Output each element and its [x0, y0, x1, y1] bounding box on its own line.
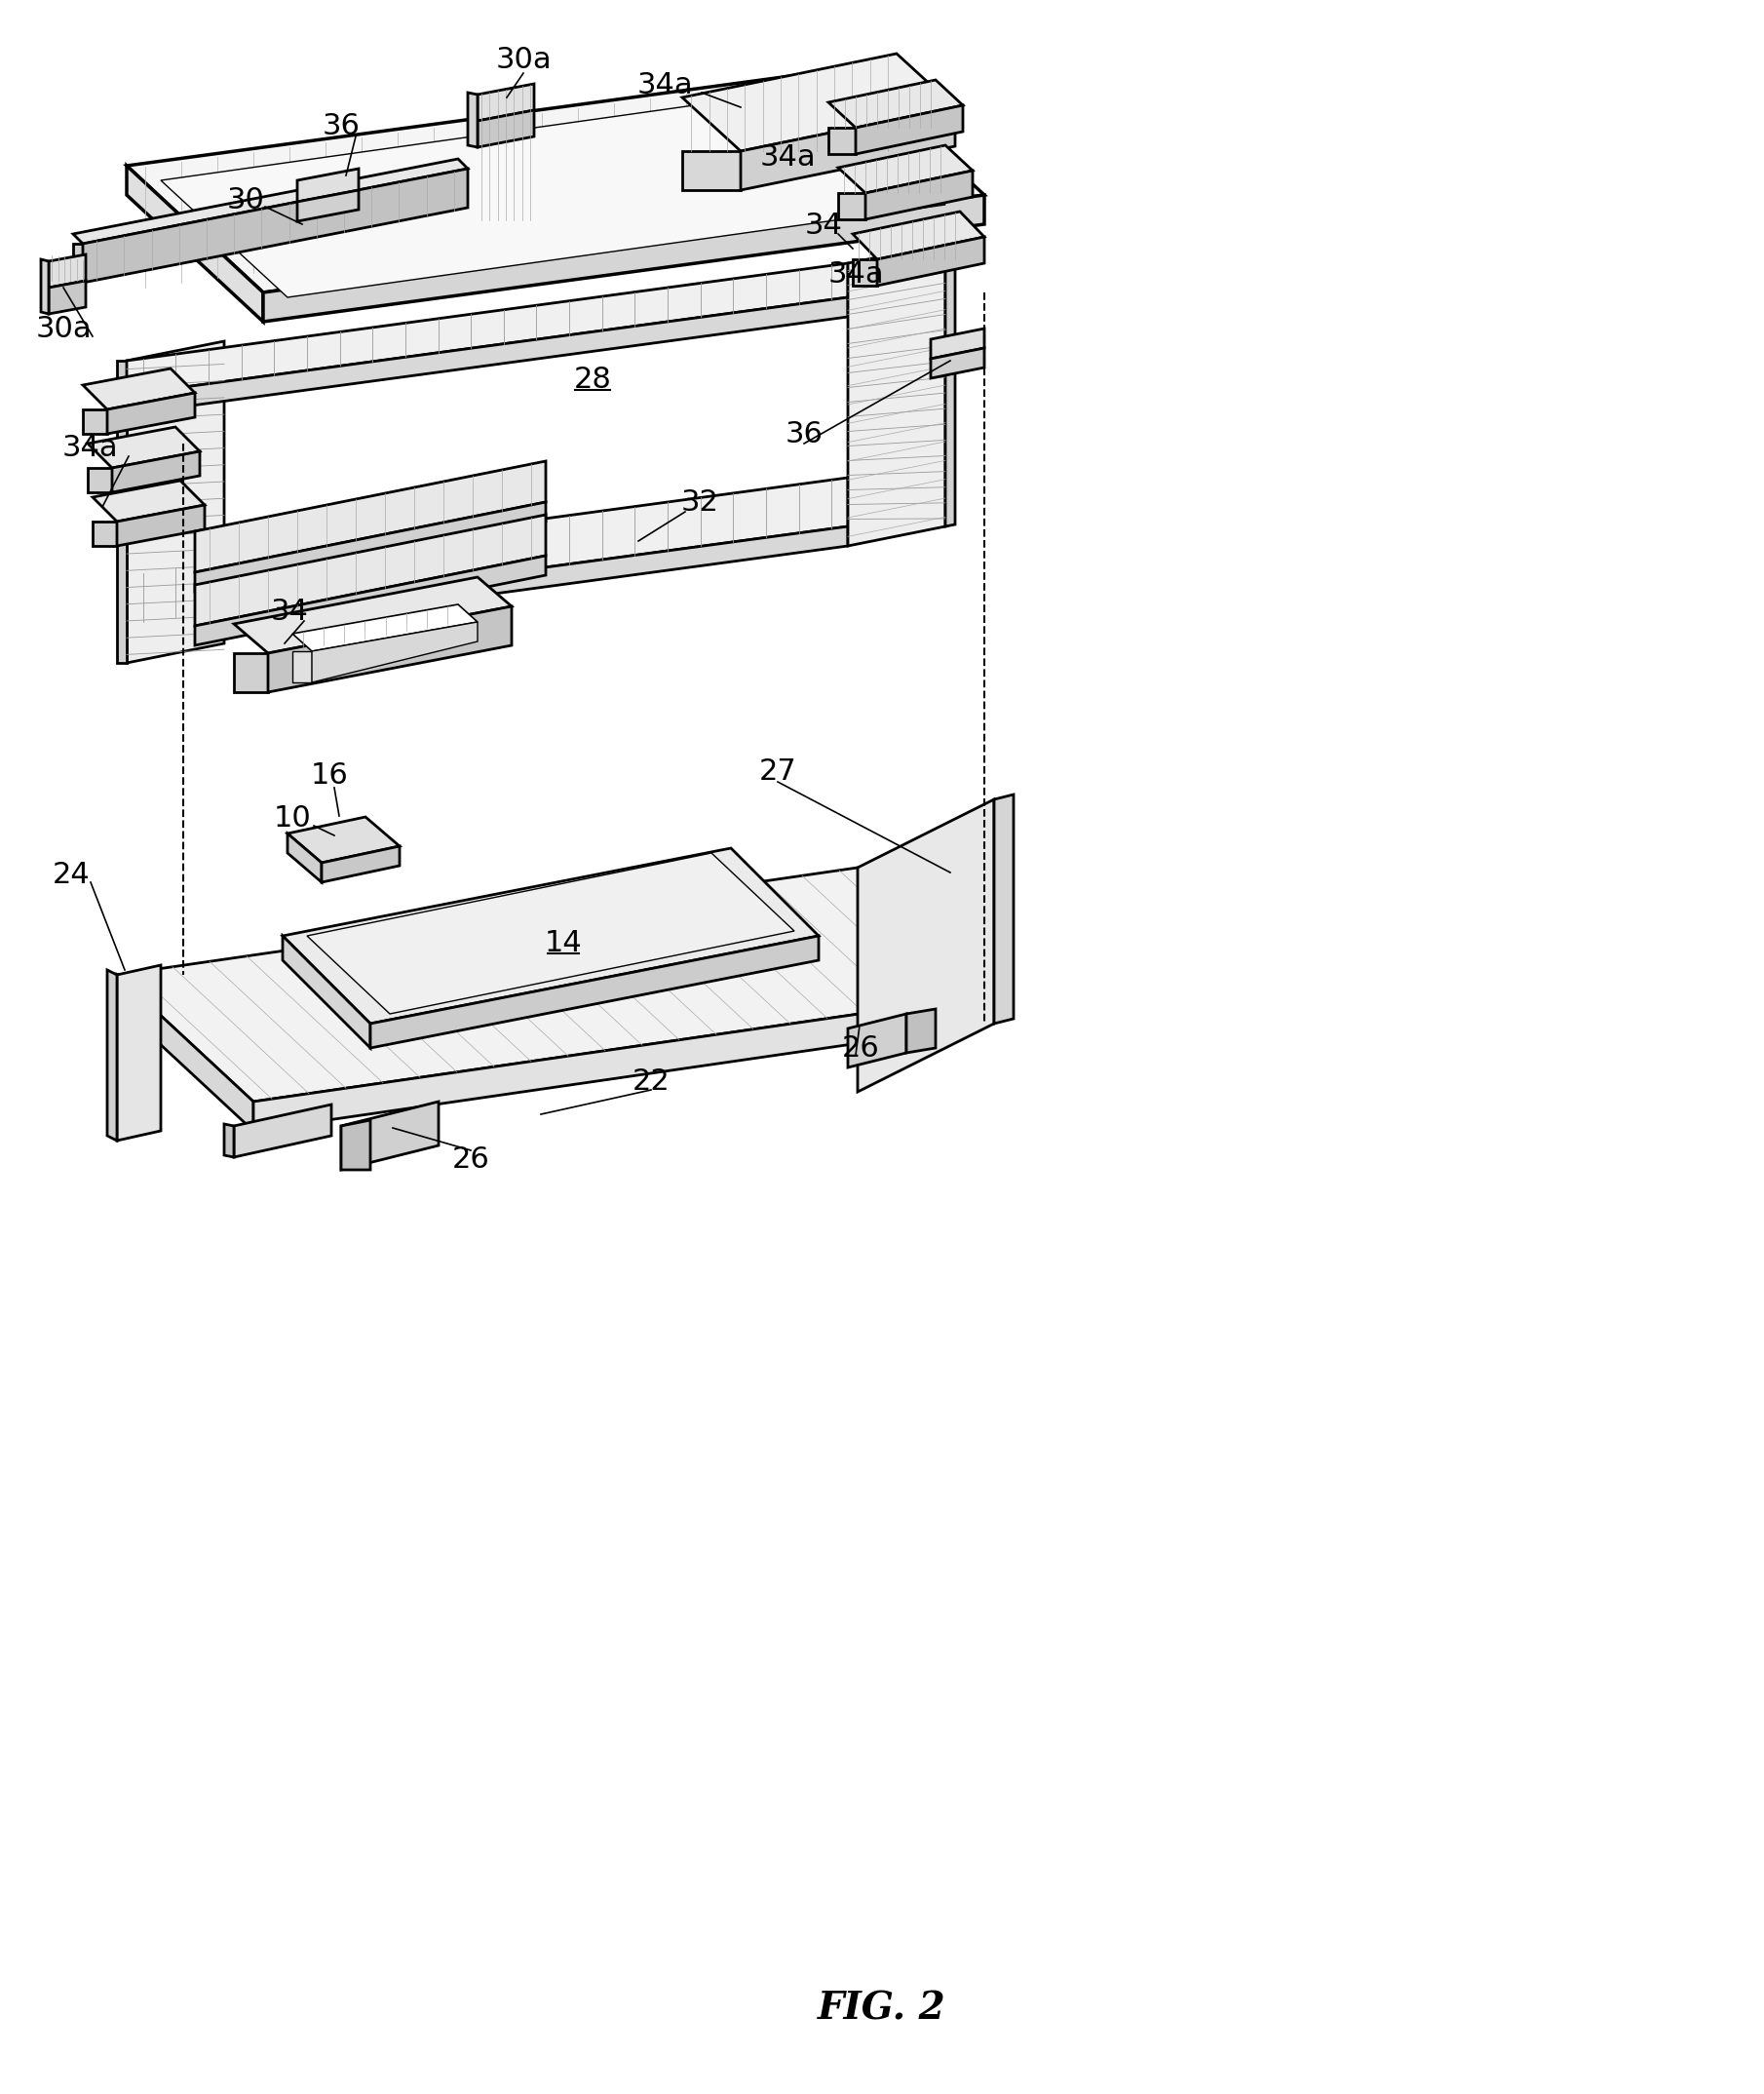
Polygon shape [127, 341, 224, 664]
Polygon shape [116, 965, 161, 1141]
Polygon shape [127, 526, 848, 643]
Polygon shape [931, 329, 984, 358]
Polygon shape [113, 452, 199, 492]
Polygon shape [83, 170, 467, 283]
Text: 10: 10 [273, 804, 310, 833]
Polygon shape [307, 852, 794, 1013]
Polygon shape [194, 555, 545, 645]
Polygon shape [848, 1013, 907, 1068]
Text: 34: 34 [270, 599, 309, 626]
Polygon shape [829, 80, 963, 128]
Polygon shape [127, 165, 263, 322]
Polygon shape [293, 605, 478, 651]
Text: 16: 16 [310, 760, 348, 789]
Polygon shape [683, 151, 741, 191]
Polygon shape [282, 936, 370, 1047]
Text: 30a: 30a [35, 316, 92, 343]
Text: 24: 24 [53, 861, 90, 890]
Text: 26: 26 [841, 1034, 880, 1062]
Polygon shape [856, 105, 963, 155]
Polygon shape [88, 467, 113, 492]
Polygon shape [263, 195, 984, 322]
Polygon shape [282, 848, 818, 1024]
Text: 36: 36 [785, 419, 824, 448]
Polygon shape [194, 503, 545, 593]
Text: 26: 26 [452, 1145, 490, 1175]
Polygon shape [838, 193, 866, 220]
Polygon shape [72, 159, 467, 243]
Text: 34a: 34a [759, 144, 815, 172]
Polygon shape [683, 54, 954, 151]
Polygon shape [931, 348, 984, 379]
Polygon shape [838, 144, 972, 193]
Polygon shape [478, 111, 534, 147]
Text: 34a: 34a [827, 262, 884, 289]
Text: 34a: 34a [637, 71, 693, 101]
Polygon shape [852, 211, 984, 260]
Text: 32: 32 [681, 488, 718, 517]
Polygon shape [108, 394, 194, 433]
Polygon shape [83, 369, 194, 410]
Polygon shape [116, 360, 127, 664]
Polygon shape [312, 622, 478, 683]
Polygon shape [877, 237, 984, 285]
Polygon shape [49, 255, 86, 287]
Polygon shape [268, 607, 512, 693]
Polygon shape [741, 107, 954, 191]
Polygon shape [161, 88, 946, 297]
Polygon shape [995, 794, 1014, 1024]
Polygon shape [235, 653, 268, 693]
Polygon shape [370, 936, 818, 1047]
Polygon shape [857, 800, 995, 1091]
Polygon shape [848, 243, 946, 547]
Polygon shape [108, 970, 116, 1141]
Polygon shape [224, 1124, 235, 1158]
Text: 34: 34 [804, 211, 843, 241]
Polygon shape [321, 846, 400, 882]
Polygon shape [127, 69, 984, 293]
Polygon shape [194, 515, 545, 626]
Text: 30a: 30a [496, 46, 552, 75]
Polygon shape [852, 260, 877, 285]
Polygon shape [235, 1104, 332, 1158]
Polygon shape [467, 92, 478, 147]
Polygon shape [127, 297, 848, 415]
Polygon shape [340, 1101, 439, 1171]
Polygon shape [127, 477, 848, 624]
Text: 22: 22 [632, 1068, 670, 1097]
Polygon shape [907, 1009, 935, 1053]
Text: 28: 28 [573, 366, 612, 394]
Text: 34a: 34a [62, 433, 118, 463]
Polygon shape [866, 170, 972, 220]
Text: 14: 14 [545, 930, 582, 957]
Polygon shape [116, 867, 995, 1101]
Polygon shape [116, 976, 254, 1131]
Polygon shape [288, 833, 321, 882]
Polygon shape [72, 243, 83, 283]
Polygon shape [83, 410, 108, 433]
Polygon shape [235, 578, 512, 653]
Polygon shape [194, 461, 545, 572]
Polygon shape [92, 521, 116, 547]
Text: 27: 27 [759, 758, 797, 785]
Text: FIG. 2: FIG. 2 [818, 1989, 946, 2027]
Polygon shape [127, 264, 848, 396]
Polygon shape [88, 427, 199, 467]
Text: 30: 30 [226, 186, 265, 214]
Polygon shape [116, 505, 205, 547]
Polygon shape [49, 281, 86, 314]
Polygon shape [478, 84, 534, 121]
Text: 36: 36 [323, 113, 360, 140]
Polygon shape [829, 128, 856, 155]
Polygon shape [288, 817, 400, 863]
Polygon shape [254, 995, 995, 1131]
Polygon shape [41, 260, 49, 314]
Polygon shape [340, 1120, 370, 1171]
Polygon shape [293, 651, 312, 683]
Polygon shape [298, 191, 358, 222]
Polygon shape [298, 170, 358, 201]
Polygon shape [946, 241, 954, 526]
Polygon shape [92, 482, 205, 521]
